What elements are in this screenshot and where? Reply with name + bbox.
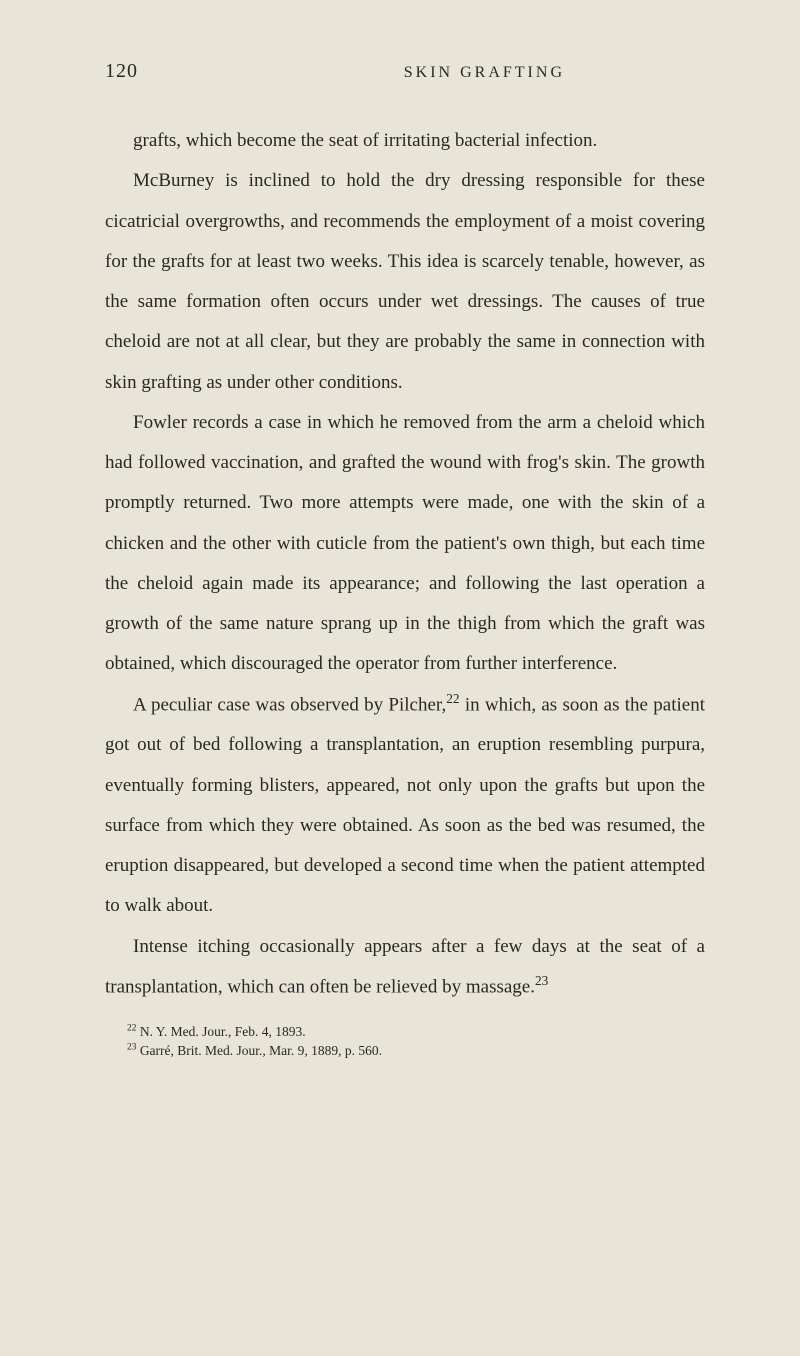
- footnote-1-text: N. Y. Med. Jour., Feb. 4, 1893.: [136, 1024, 305, 1039]
- paragraph-1: grafts, which become the seat of irritat…: [105, 121, 705, 161]
- paragraph-3: Fowler records a case in which he remove…: [105, 403, 705, 685]
- footnotes: 22 N. Y. Med. Jour., Feb. 4, 1893. 23 Ga…: [105, 1022, 705, 1061]
- footnote-1: 22 N. Y. Med. Jour., Feb. 4, 1893.: [105, 1022, 705, 1042]
- p5-text-a: Intense itching occasionally appears aft…: [105, 936, 705, 998]
- p4-text-b: in which, as soon as the patient got out…: [105, 694, 705, 916]
- paragraph-2: McBurney is inclined to hold the dry dre…: [105, 161, 705, 403]
- running-head: SKIN GRAFTING: [404, 64, 565, 82]
- p5-superscript: 23: [535, 973, 548, 988]
- page-header: 120 SKIN GRAFTING: [105, 60, 705, 83]
- footnote-2: 23 Garré, Brit. Med. Jour., Mar. 9, 1889…: [105, 1041, 705, 1061]
- p4-superscript: 22: [446, 691, 459, 706]
- body-text: grafts, which become the seat of irritat…: [105, 121, 705, 1008]
- footnote-2-text: Garré, Brit. Med. Jour., Mar. 9, 1889, p…: [136, 1043, 382, 1058]
- paragraph-4: A peculiar case was observed by Pilcher,…: [105, 685, 705, 927]
- p4-text-a: A peculiar case was observed by Pilcher,: [133, 694, 446, 715]
- paragraph-5: Intense itching occasionally appears aft…: [105, 927, 705, 1008]
- page-number: 120: [105, 60, 138, 83]
